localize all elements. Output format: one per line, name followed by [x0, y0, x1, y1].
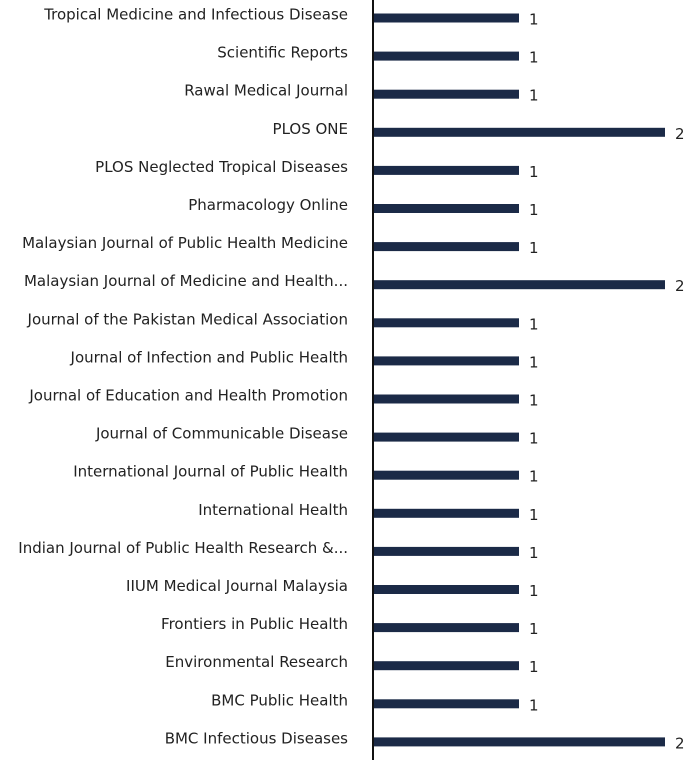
value-label: 1: [529, 468, 539, 486]
category-label: Scientific Reports: [217, 44, 348, 62]
bar: [373, 204, 519, 213]
bar: [373, 89, 519, 99]
category-label: Malaysian Journal of Public Health Medic…: [22, 234, 348, 252]
bar: [373, 623, 519, 633]
category-label: PLOS ONE: [273, 120, 348, 138]
bar: [373, 127, 665, 137]
value-label: 1: [529, 49, 539, 67]
category-label: Journal of Infection and Public Health: [70, 348, 348, 366]
bar: [373, 546, 519, 556]
bar: [373, 356, 519, 366]
bar: [373, 51, 519, 61]
value-label: 1: [529, 163, 539, 181]
category-label: International Health: [198, 501, 348, 519]
category-label: BMC Public Health: [211, 691, 348, 709]
bar: [373, 661, 519, 671]
value-label: 1: [529, 696, 539, 714]
value-label: 1: [529, 11, 539, 29]
value-label: 1: [529, 544, 539, 562]
bar: [373, 165, 519, 175]
bar: [373, 242, 519, 252]
category-label: Indian Journal of Public Health Research…: [18, 539, 348, 557]
value-label: 1: [529, 239, 539, 257]
category-label: Environmental Research: [165, 653, 348, 671]
bar: [373, 508, 519, 518]
value-labels-layer: 1 1 1 2 1 1 1 2 1 1 1 1 1 1 1 1 1 1 1 2: [529, 11, 685, 753]
value-label: 1: [529, 582, 539, 600]
bar: [373, 585, 519, 594]
bar: [373, 13, 519, 23]
category-label: Journal of Education and Health Promotio…: [28, 387, 348, 405]
category-label: PLOS Neglected Tropical Diseases: [95, 158, 348, 176]
category-label: Frontiers in Public Health: [161, 615, 348, 633]
value-label: 1: [529, 353, 539, 371]
value-label: 1: [529, 620, 539, 638]
value-label: 1: [529, 87, 539, 105]
bar: [373, 318, 519, 328]
value-label: 2: [675, 734, 685, 752]
category-label: International Journal of Public Health: [73, 463, 348, 481]
value-label: 1: [529, 315, 539, 333]
category-label: Journal of the Pakistan Medical Associat…: [27, 310, 348, 328]
value-label: 1: [529, 506, 539, 524]
category-label: Pharmacology Online: [188, 196, 348, 214]
category-label: Tropical Medicine and Infectious Disease: [43, 6, 348, 24]
category-labels-layer: Tropical Medicine and Infectious Disease…: [18, 6, 348, 748]
bar: [373, 470, 519, 480]
category-label: IIUM Medical Journal Malaysia: [126, 577, 348, 595]
category-label: Journal of Communicable Disease: [95, 425, 348, 443]
bar: [373, 394, 519, 404]
category-label: Rawal Medical Journal: [184, 82, 348, 100]
bar: [373, 280, 665, 290]
value-label: 2: [675, 125, 685, 143]
value-label: 1: [529, 392, 539, 410]
bar: [373, 737, 665, 747]
category-label: Malaysian Journal of Medicine and Health…: [24, 272, 348, 290]
value-label: 1: [529, 430, 539, 448]
bar: [373, 699, 519, 709]
value-label: 2: [675, 277, 685, 295]
category-label: BMC Infectious Diseases: [165, 729, 348, 747]
bar: [373, 432, 519, 442]
value-label: 1: [529, 201, 539, 219]
bars-layer: [373, 13, 665, 747]
value-label: 1: [529, 658, 539, 676]
